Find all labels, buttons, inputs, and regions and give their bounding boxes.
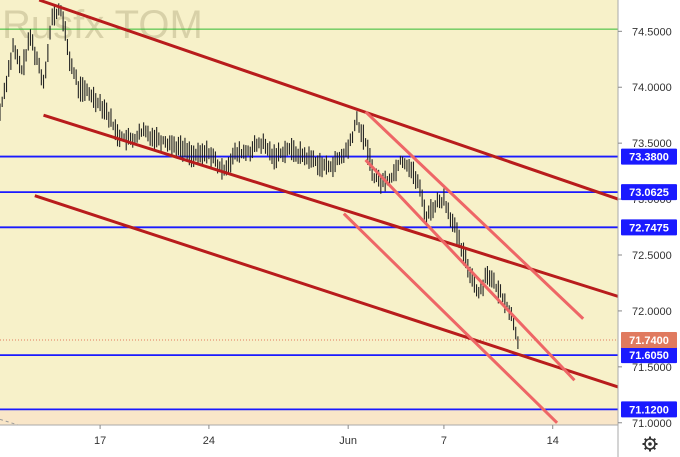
level-badge-box bbox=[621, 184, 677, 201]
x-tick-label: 7 bbox=[441, 435, 447, 447]
gear-tooth bbox=[643, 437, 648, 442]
x-tick-label: 24 bbox=[203, 435, 215, 447]
gear-hub bbox=[648, 442, 652, 446]
time-axis-background bbox=[0, 425, 618, 457]
gear-tooth bbox=[652, 437, 657, 442]
level-badge-label: 71.6050 bbox=[629, 350, 669, 362]
level-badge-label: 71.1200 bbox=[629, 404, 669, 416]
lower-zone bbox=[0, 409, 618, 425]
level-badge-box bbox=[621, 219, 677, 236]
level-badge-label: 72.7475 bbox=[629, 222, 669, 234]
level-badge-box bbox=[621, 401, 677, 418]
level-badge-box bbox=[621, 148, 677, 165]
y-tick-label: 71.5000 bbox=[632, 362, 672, 374]
x-tick-label: Jun bbox=[339, 435, 357, 447]
y-tick-label: 71.0000 bbox=[632, 418, 672, 430]
y-tick-label: 72.5000 bbox=[632, 250, 672, 262]
channel-line-light bbox=[342, 212, 559, 424]
gear-icon bbox=[642, 436, 658, 452]
y-tick-label: 72.0000 bbox=[632, 306, 672, 318]
gear-tooth bbox=[643, 446, 648, 451]
level-lines bbox=[0, 155, 618, 411]
settings-button[interactable] bbox=[642, 436, 658, 452]
last-price-badge-label: 71.7400 bbox=[629, 335, 669, 347]
y-tick-label: 73.5000 bbox=[632, 138, 672, 150]
gear-tooth bbox=[652, 446, 657, 451]
channel-line bbox=[43, 113, 619, 298]
x-tick-label: 14 bbox=[547, 435, 559, 447]
plot-background bbox=[0, 0, 618, 425]
last-price-badge-box bbox=[621, 332, 677, 348]
channel-line-light bbox=[364, 158, 576, 382]
price-badges: 73.3800 73.0625 72.7475 71.6050 71.1200 71.74… bbox=[621, 148, 677, 418]
channel-lines bbox=[34, 0, 619, 424]
level-badge-label: 73.3800 bbox=[629, 152, 669, 164]
watermark: Rusfx TOM bbox=[2, 3, 203, 47]
y-tick-label: 74.5000 bbox=[632, 26, 672, 38]
channel-line-light bbox=[364, 110, 585, 320]
y-tick-label: 74.0000 bbox=[632, 82, 672, 94]
channel-line bbox=[34, 194, 619, 389]
level-badge-box bbox=[621, 347, 677, 364]
price-series bbox=[0, 3, 519, 350]
level-badge-label: 73.0625 bbox=[629, 187, 669, 199]
x-tick-label: 17 bbox=[94, 435, 106, 447]
channel-line bbox=[38, 0, 619, 201]
